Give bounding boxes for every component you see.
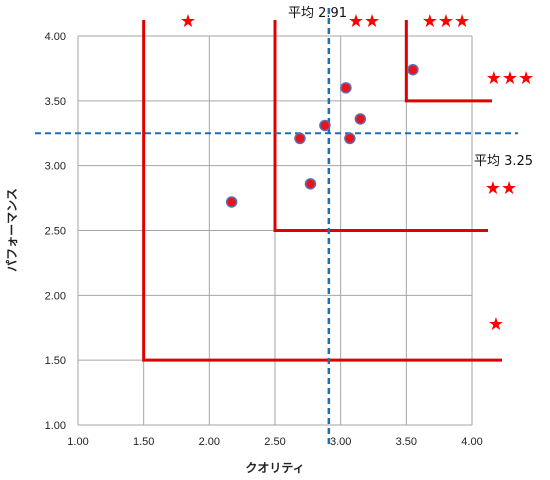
y-tick-label: 3.50 bbox=[45, 96, 66, 108]
rating-star-1-right: ★ bbox=[488, 314, 504, 335]
y-tick-label: 2.50 bbox=[45, 226, 66, 238]
average-lines bbox=[35, 8, 518, 445]
rating-star-1-top: ★ bbox=[180, 11, 196, 32]
x-tick-label: 2.00 bbox=[199, 436, 220, 448]
data-point bbox=[319, 119, 331, 132]
data-point bbox=[340, 82, 352, 94]
threshold-line-3.5 bbox=[404, 20, 492, 103]
threshold-line-1.5 bbox=[142, 20, 502, 362]
data-point bbox=[344, 132, 356, 145]
data-point bbox=[354, 113, 367, 125]
data-point bbox=[294, 132, 306, 145]
x-tick-label: 3.50 bbox=[396, 436, 417, 448]
data-points bbox=[225, 63, 419, 208]
tick-labels: 1.00 1.50 2.00 2.50 3.00 3.50 4.00 1.00 1.50 2.00… bbox=[45, 31, 483, 448]
rating-star-3-right: ★★★ bbox=[486, 68, 534, 89]
data-point bbox=[304, 178, 317, 190]
rating-star-2-right: ★★ bbox=[485, 178, 517, 199]
y-tick-label: 1.00 bbox=[45, 420, 66, 432]
y-tick-label: 3.00 bbox=[45, 161, 66, 173]
rating-star-2-top: ★★ bbox=[348, 11, 380, 32]
x-tick-label: 1.00 bbox=[67, 436, 88, 448]
y-tick-label: 2.00 bbox=[45, 290, 66, 302]
y-tick-label: 4.00 bbox=[45, 31, 66, 43]
x-average-label: 平均 2.91 bbox=[288, 6, 347, 21]
rating-threshold-lines bbox=[142, 20, 502, 362]
x-tick-label: 4.00 bbox=[461, 436, 482, 448]
data-point bbox=[407, 63, 419, 76]
rating-star-3-top: ★★★ bbox=[422, 11, 470, 32]
x-tick-label: 2.50 bbox=[264, 436, 285, 448]
x-axis-title: クオリティ bbox=[245, 461, 304, 475]
y-axis-title: パフォーマンス bbox=[5, 188, 19, 272]
threshold-line-2.5 bbox=[273, 20, 488, 232]
data-point bbox=[225, 196, 238, 208]
y-average-label: 平均 3.25 bbox=[474, 154, 533, 169]
x-tick-label: 1.50 bbox=[133, 436, 154, 448]
y-tick-label: 1.50 bbox=[45, 355, 66, 367]
x-tick-label: 3.00 bbox=[330, 436, 351, 448]
